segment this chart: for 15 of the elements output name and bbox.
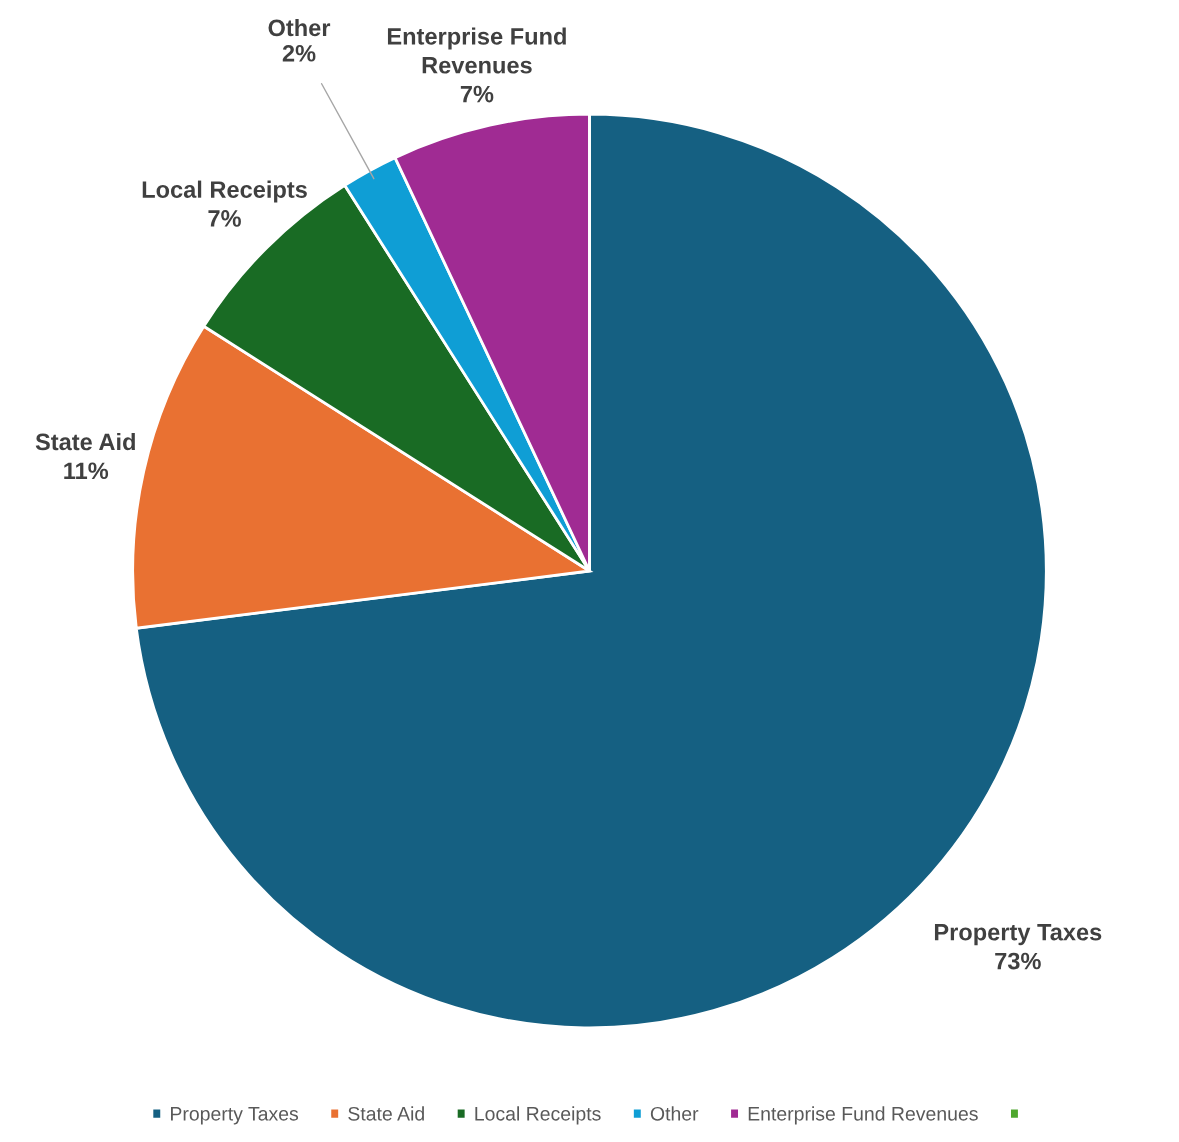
data-label: 73%	[995, 952, 1041, 970]
slice-label: Enterprise Fund Revenues	[387, 27, 566, 74]
slice-label: State Aid	[35, 432, 135, 451]
legend-label: Enterprise Fund Revenues	[748, 1106, 978, 1125]
legend-label: Property Taxes	[171, 1107, 299, 1125]
legend-label: Other	[650, 1106, 699, 1121]
data-label: 11%	[64, 462, 109, 480]
legend-label: Local Receipts	[475, 1106, 601, 1125]
slice-label: Local Receipts	[142, 180, 307, 203]
data-label: 7%	[460, 85, 494, 103]
slice-label: Property Taxes	[934, 924, 1102, 946]
slice-label: Other	[268, 18, 331, 37]
legend-label: State Aid	[348, 1106, 424, 1121]
data-label: 7%	[208, 210, 241, 227]
data-label: 2%	[282, 44, 316, 62]
